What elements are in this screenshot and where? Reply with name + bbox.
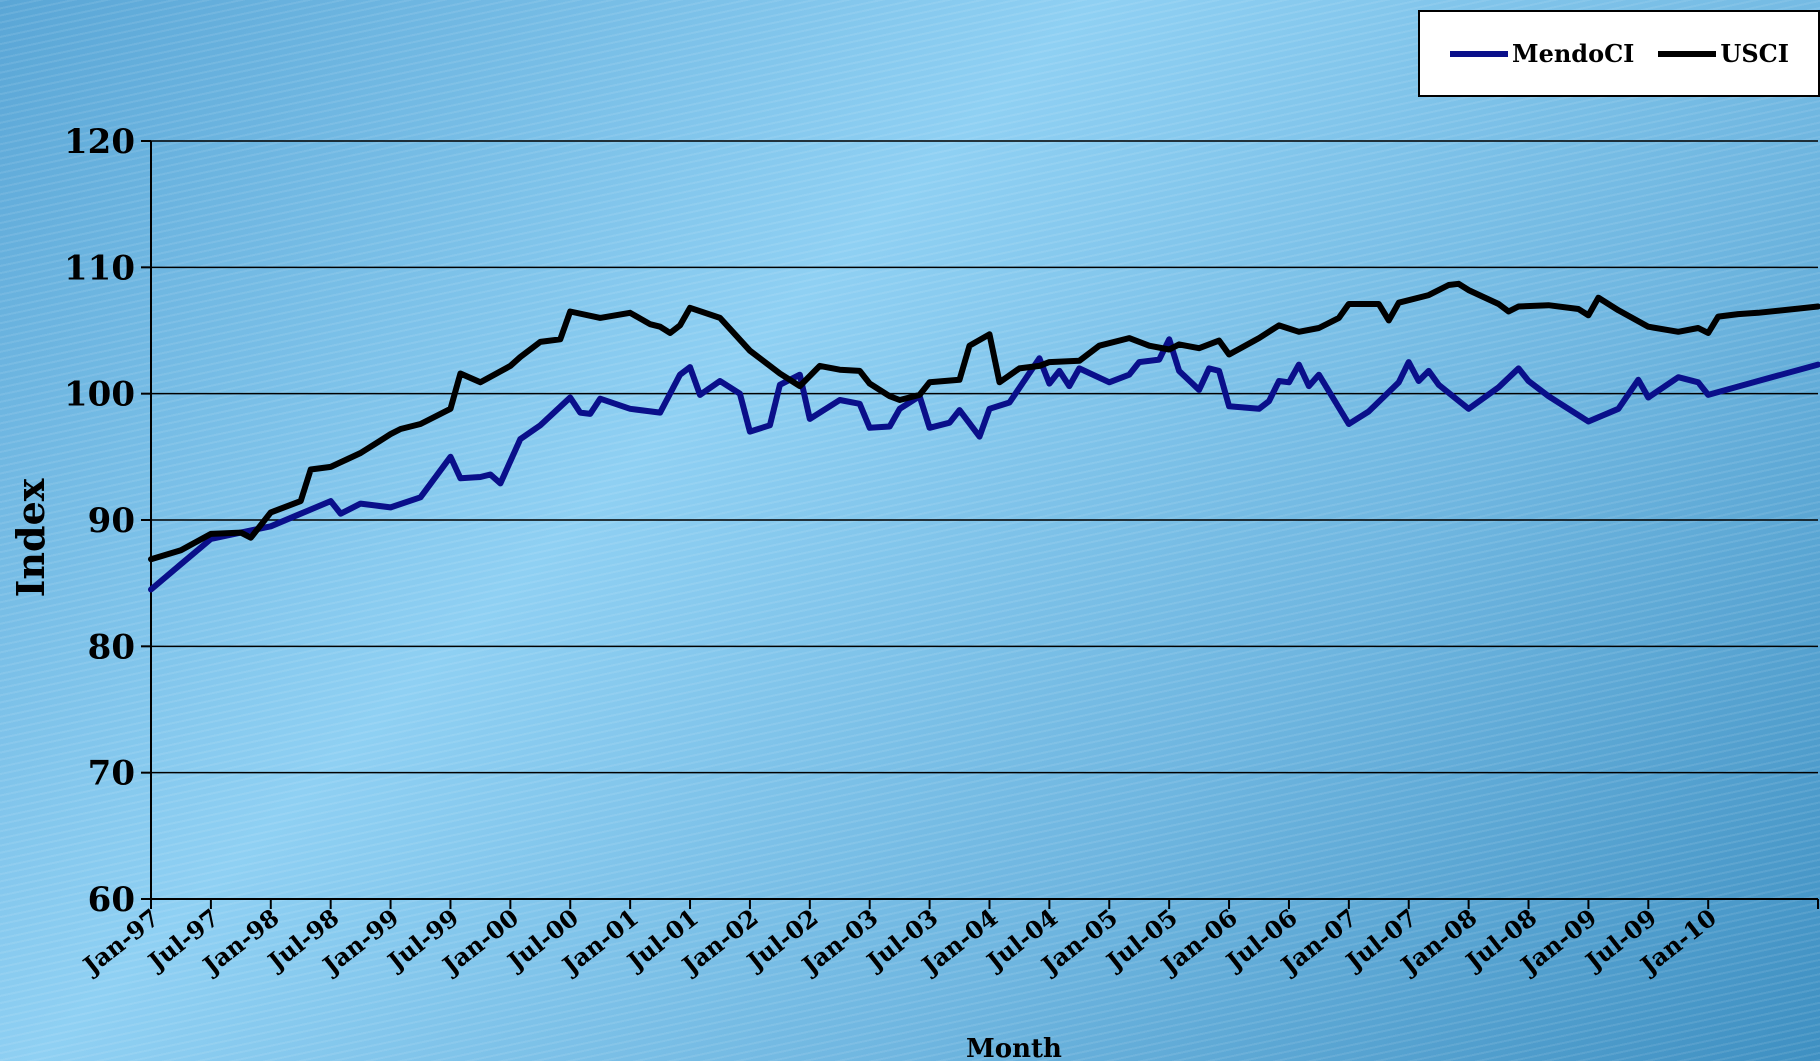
y-tick-label-100: 100 <box>64 375 135 415</box>
y-tick-label-110: 110 <box>64 248 135 288</box>
y-tick-label-80: 80 <box>88 627 135 667</box>
legend: MendoCI USCI <box>1418 10 1820 97</box>
series-lines <box>148 280 1820 593</box>
tick-labels: 60708090100110120Jan-97Jul-97Jan-98Jul-9… <box>64 122 1722 981</box>
series-line-mendoci <box>148 336 1820 593</box>
y-tick-label-120: 120 <box>64 122 135 162</box>
y-axis-title: Index <box>8 478 53 597</box>
x-axis-title: Month <box>966 1034 1062 1061</box>
legend-item-mendoci: MendoCI <box>1450 39 1634 68</box>
legend-label-usci: USCI <box>1720 39 1789 68</box>
y-tick-label-60: 60 <box>88 880 135 920</box>
legend-item-usci: USCI <box>1658 39 1789 68</box>
y-tick-label-70: 70 <box>88 754 135 794</box>
y-tick-label-90: 90 <box>88 501 135 541</box>
legend-swatch-mendoci <box>1450 50 1508 57</box>
legend-label-mendoci: MendoCI <box>1512 39 1635 68</box>
gridlines <box>151 140 1818 774</box>
legend-swatch-usci <box>1658 50 1717 57</box>
series-line-usci <box>148 280 1820 563</box>
axes <box>141 140 1819 909</box>
